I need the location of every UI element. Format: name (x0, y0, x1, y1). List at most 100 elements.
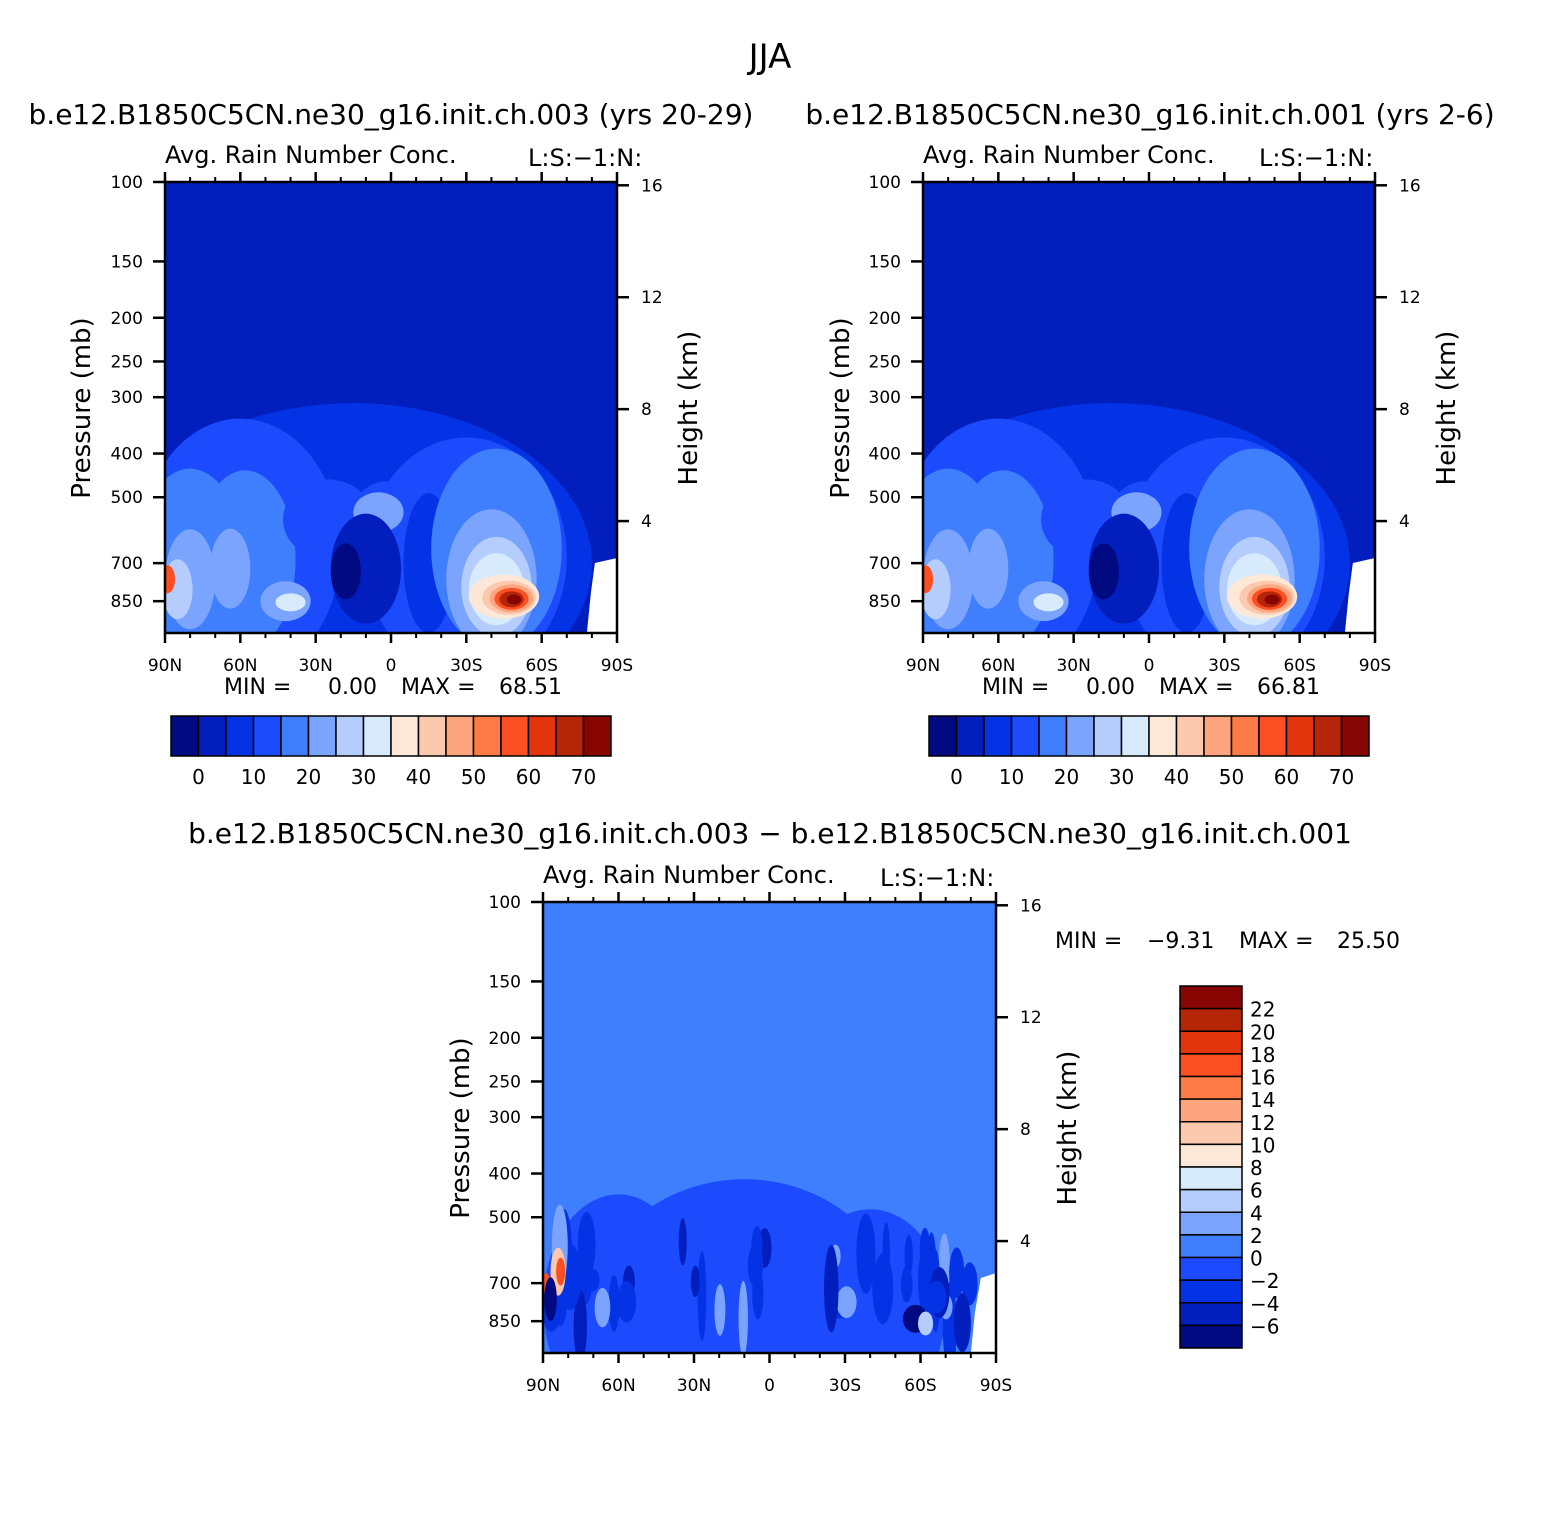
x-tick-label: 30S (450, 656, 482, 676)
y-tick-label: 400 (489, 1165, 521, 1185)
panel-1-plot: 90N 60N 30N 0 30S 60S 90S 100 150 200 250 300 400 500… (111, 172, 663, 676)
colorbar-label: 18 (1250, 1043, 1275, 1067)
colorbar-swatch (170, 715, 200, 757)
contour-region (872, 1253, 894, 1325)
y-tick-label: 250 (869, 352, 901, 372)
colorbar-swatch (335, 715, 365, 757)
y-right-tick-label: 8 (641, 400, 652, 420)
y-right-tick-label: 12 (1020, 1008, 1042, 1028)
colorbar-swatch (362, 715, 392, 757)
colorbar-swatch (1175, 715, 1205, 757)
panel-3-units: L:S:−1:N: (880, 864, 994, 892)
y-right-tick-label: 8 (1020, 1120, 1031, 1140)
x-tick-label: 30N (298, 656, 332, 676)
contour-region (714, 1284, 726, 1336)
colorbar-swatch (1093, 715, 1123, 757)
colorbar-swatch (1179, 1211, 1243, 1236)
panel-2-max-label: MAX = (1159, 675, 1234, 700)
x-tick-label: 0 (386, 656, 397, 676)
panel-3-ylabel-right: Height (km) (1053, 1051, 1083, 1206)
contour-region (617, 1281, 637, 1323)
x-tick-label: 90N (526, 1376, 560, 1396)
x-tick-label: 30N (677, 1376, 711, 1396)
panel-3-case-title: b.e12.B1850C5CN.ne30_g16.init.ch.003 − b… (188, 817, 1352, 850)
colorbar-label: 20 (1054, 765, 1079, 789)
y-tick-label: 300 (869, 388, 901, 408)
panel-1-colorbar: 0 10 20 30 40 50 60 70 (170, 715, 612, 789)
x-tick-label: 30S (1208, 656, 1240, 676)
contour-region (738, 1280, 748, 1353)
panel-3-max-value: 25.50 (1337, 929, 1400, 954)
panel-1-min-value: 0.00 (328, 675, 377, 700)
y-tick-label: 400 (111, 445, 143, 465)
colorbar-label: 10 (241, 765, 266, 789)
colorbar-label: 10 (999, 765, 1024, 789)
panel-2-min-value: 0.00 (1086, 675, 1135, 700)
contour-region (697, 1251, 707, 1341)
colorbar-label: −4 (1250, 1292, 1279, 1316)
contour-region (961, 1262, 978, 1306)
contour-region (690, 1265, 700, 1298)
panel-2-units: L:S:−1:N: (1259, 144, 1373, 172)
y-tick-label: 200 (111, 309, 143, 329)
x-tick-label: 90N (906, 656, 940, 676)
contour-region (926, 1280, 947, 1314)
panel-2: b.e12.B1850C5CN.ne30_g16.init.ch.001 (yr… (805, 98, 1494, 789)
colorbar-swatch (555, 715, 585, 757)
panel-1-max-value: 68.51 (499, 675, 562, 700)
y-tick-label: 100 (111, 173, 143, 193)
y-tick-label: 150 (111, 252, 143, 272)
y-right-tick-label: 4 (1020, 1232, 1031, 1252)
contour-region (556, 1257, 566, 1286)
colorbar-swatch (1038, 715, 1068, 757)
colorbar-swatch (225, 715, 255, 757)
contour-region (904, 1235, 913, 1275)
colorbar-swatch (1179, 1324, 1243, 1349)
panel-3-min-value: −9.31 (1147, 929, 1214, 954)
panel-3-subtitle: Avg. Rain Number Conc. (543, 861, 835, 889)
colorbar-label: 30 (351, 765, 376, 789)
contour-field (165, 182, 617, 633)
x-tick-label: 90N (148, 656, 182, 676)
y-right-tick-label: 12 (641, 288, 663, 308)
contour-region (949, 1247, 965, 1299)
y-tick-label: 300 (111, 388, 143, 408)
panel-1-units: L:S:−1:N: (528, 144, 642, 172)
figure-title: JJA (747, 37, 792, 77)
contour-region (210, 528, 251, 609)
colorbar-swatch (472, 715, 502, 757)
colorbar-swatch (417, 715, 447, 757)
colorbar-label: 60 (1274, 765, 1299, 789)
contour-region (856, 1213, 876, 1294)
x-tick-label: 0 (1144, 656, 1155, 676)
y-tick-label: 850 (489, 1312, 521, 1332)
panel-1-max-label: MAX = (401, 675, 476, 700)
colorbar-label: 20 (1250, 1020, 1275, 1044)
panel-3: b.e12.B1850C5CN.ne30_g16.init.ch.003 − b… (188, 817, 1400, 1396)
contour-region (836, 1286, 857, 1319)
colorbar-label: 20 (296, 765, 321, 789)
colorbar-swatch (252, 715, 282, 757)
panel-1-subtitle: Avg. Rain Number Conc. (165, 141, 457, 169)
y-tick-label: 500 (111, 488, 143, 508)
panel-3-ylabel: Pressure (mb) (446, 1037, 476, 1218)
colorbar-swatch (197, 715, 227, 757)
colorbar-swatch (1179, 1121, 1243, 1146)
panel-2-plot: 90N 60N 30N 0 30S 60S 90S 100 150 200 250 300 400 500… (869, 172, 1421, 676)
colorbar-label: 40 (406, 765, 431, 789)
colorbar-swatch (500, 715, 530, 757)
panel-1-ylabel-right: Height (km) (674, 331, 704, 486)
contour-region (594, 1287, 611, 1328)
panel-1-case-title: b.e12.B1850C5CN.ne30_g16.init.ch.003 (yr… (29, 98, 754, 131)
panel-1-ylabel: Pressure (mb) (67, 317, 97, 498)
contour-region (506, 594, 522, 605)
y-right-tick-label: 4 (1399, 512, 1410, 532)
colorbar-swatch (307, 715, 337, 757)
colorbar-label: 2 (1250, 1224, 1263, 1248)
y-right-tick-label: 16 (1399, 176, 1421, 196)
panel-2-case-title: b.e12.B1850C5CN.ne30_g16.init.ch.001 (yr… (805, 98, 1494, 131)
colorbar-label: 16 (1250, 1066, 1275, 1090)
colorbar-swatch (1230, 715, 1260, 757)
